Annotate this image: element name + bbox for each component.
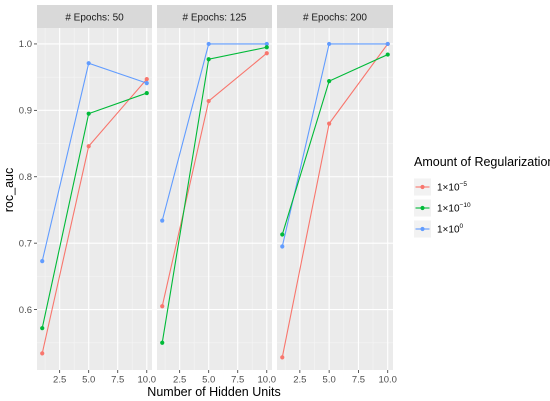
data-point-reg-1e-5: [327, 121, 332, 126]
y-tick-label: 0.7: [19, 238, 32, 249]
x-tick-label: 5.0: [323, 375, 336, 386]
data-point-reg-1e0: [385, 41, 390, 47]
x-axis-title: Number of Hidden Units: [147, 385, 280, 399]
x-tick-label: 10.0: [138, 375, 157, 386]
x-tick-label: 2.5: [173, 375, 186, 386]
x-tick-label: 10.0: [378, 375, 397, 386]
facet-strip: [37, 5, 152, 28]
legend: Amount of Regularization 1×10−51×10−101×…: [414, 155, 550, 238]
x-tick-label: 5.0: [82, 375, 95, 386]
data-point-reg-1e-10: [144, 90, 149, 96]
y-tick-label: 0.6: [19, 305, 32, 316]
x-tick-label: 7.5: [111, 375, 124, 386]
data-point-reg-1e-10: [206, 57, 211, 62]
legend-entry-1e-5: 1×10−5: [414, 178, 467, 196]
legend-key-point: [420, 205, 425, 211]
legend-key-point: [420, 226, 425, 232]
data-point-reg-1e-10: [160, 340, 165, 345]
data-point-reg-1e-5: [280, 355, 285, 360]
data-point-reg-1e-10: [385, 52, 390, 57]
data-point-reg-1e-5: [86, 144, 91, 149]
panel-background: [157, 28, 272, 370]
data-point-reg-1e-5: [40, 351, 45, 356]
data-point-reg-1e0: [40, 258, 45, 264]
data-point-reg-1e-5: [144, 77, 149, 82]
data-point-reg-1e-10: [264, 45, 269, 50]
x-tick-label: 7.5: [231, 375, 244, 386]
data-point-reg-1e0: [86, 61, 91, 66]
legend-entry-1e-10: 1×10−10: [414, 199, 471, 217]
x-tick-label: 5.0: [202, 375, 215, 386]
data-point-reg-1e-5: [206, 98, 211, 104]
data-point-reg-1e-10: [327, 79, 332, 84]
y-axis: 0.6 0.7 0.8 0.9 1.0: [19, 39, 37, 316]
facet-strip: [277, 5, 393, 28]
facet-strip: [157, 5, 272, 28]
legend-label: 1×10−10: [437, 202, 471, 215]
x-tick-label: 2.5: [53, 375, 66, 386]
data-point-reg-1e0: [144, 81, 149, 86]
legend-label: 1×100: [437, 223, 464, 236]
data-point-reg-1e0: [264, 41, 269, 47]
y-tick-label: 0.9: [19, 106, 32, 117]
y-tick-label: 0.8: [19, 172, 32, 183]
data-point-reg-1e0: [327, 41, 332, 47]
legend-entry-1e0: 1×100: [414, 220, 464, 238]
data-point-reg-1e0: [206, 41, 211, 47]
facet-panel: # Epochs: 50: [37, 5, 152, 370]
y-tick-label: 1.0: [19, 39, 32, 50]
data-point-reg-1e-10: [40, 326, 45, 331]
facet-strip-label: # Epochs: 200: [303, 13, 367, 24]
x-axis: 2.5 5.0 7.5 10.0 2.5 5.0 7.5 10.0 2.5 5.0 7.5 10.0: [53, 370, 397, 386]
data-point-reg-1e-5: [264, 51, 269, 56]
data-point-reg-1e-5: [160, 304, 165, 309]
facet-panels: # Epochs: 50 # Epochs: 125 # Epochs: 200: [37, 5, 393, 370]
legend-key-point: [420, 184, 425, 190]
panel-background: [277, 28, 393, 370]
facet-panel: # Epochs: 125: [157, 5, 272, 370]
data-point-reg-1e-10: [280, 232, 285, 237]
panel-background: [37, 28, 152, 370]
x-tick-label: 10.0: [258, 375, 277, 386]
legend-label: 1×10−5: [437, 181, 467, 194]
data-point-reg-1e0: [280, 244, 285, 249]
data-point-reg-1e-10: [86, 111, 91, 116]
facet-strip-label: # Epochs: 125: [183, 13, 247, 24]
x-tick-label: 7.5: [352, 375, 365, 386]
legend-entries: 1×10−5 1×10−10 1×100: [414, 178, 471, 238]
x-tick-label: 2.5: [293, 375, 306, 386]
data-point-reg-1e0: [160, 218, 165, 223]
facet-panel: # Epochs: 200: [277, 5, 393, 370]
y-axis-title: roc_auc: [2, 168, 16, 212]
legend-title: Amount of Regularization: [414, 155, 550, 169]
facet-strip-label: # Epochs: 50: [65, 13, 124, 24]
